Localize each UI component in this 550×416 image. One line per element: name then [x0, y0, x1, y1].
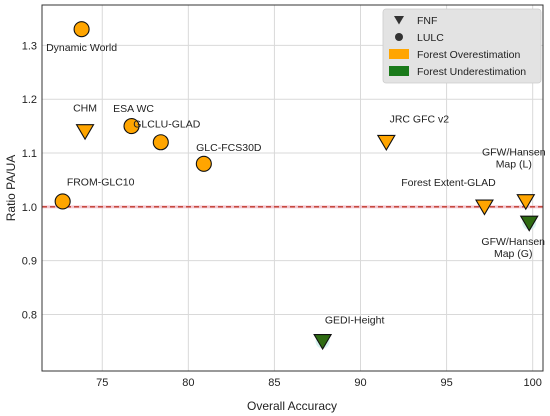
data-point-circle — [152, 134, 169, 151]
data-point-triangle — [519, 215, 539, 232]
legend-patch — [389, 49, 409, 59]
legend-marker-circle — [395, 33, 403, 41]
legend: FNF LULC Forest Overestimation Forest Under… — [382, 8, 542, 84]
y-tick-label: 0.8 — [22, 309, 37, 321]
legend-label: FNF — [417, 15, 437, 27]
x-tick-label: 80 — [182, 377, 194, 389]
legend-label: Forest Overestimation — [417, 49, 520, 61]
point-label-line: Map (G) — [494, 248, 533, 260]
data-point-circle — [73, 21, 90, 38]
point-label: GLC-FCS30D — [196, 142, 262, 154]
point-label: Dynamic World — [46, 42, 117, 54]
point-label: JRC GFC v2 — [390, 113, 450, 125]
y-tick-label: 1.3 — [22, 40, 37, 52]
point-label-line: CHM — [73, 102, 97, 114]
point-label: ESA WC — [113, 103, 154, 115]
data-point-triangle — [75, 124, 95, 141]
point-label-line: ESA WC — [113, 103, 154, 115]
point-labels: Dynamic World CHM ESA WC GLCLU-GLAD GLC-FCS3… — [46, 42, 546, 326]
legend-patch — [389, 66, 409, 76]
x-tick-label: 85 — [268, 377, 280, 389]
point-label: GFW/Hansen Map (G) — [481, 236, 545, 260]
point-label-line: GLCLU-GLAD — [133, 118, 201, 130]
plot-frame — [41, 4, 544, 372]
legend-marker-triangle — [394, 16, 404, 25]
point-label-line: GFW/Hansen — [481, 236, 545, 248]
point-label-line: Dynamic World — [46, 42, 117, 54]
point-label-line: Forest Extent-GLAD — [401, 177, 496, 189]
data-point-triangle — [313, 334, 333, 351]
data-points — [54, 21, 539, 351]
data-point-circle — [54, 193, 71, 210]
x-tick-label: 90 — [354, 377, 366, 389]
x-tick-label: 95 — [440, 377, 452, 389]
data-point-triangle — [516, 194, 536, 211]
point-label-line: FROM-GLC10 — [67, 176, 135, 188]
point-label: GFW/Hansen Map (L) — [482, 146, 546, 170]
point-label-line: JRC GFC v2 — [390, 113, 450, 125]
x-tick-label: 100 — [523, 377, 541, 389]
y-axis-label: Ratio PA/UA — [4, 155, 18, 221]
y-tick-label: 1.0 — [22, 202, 37, 214]
point-label-line: GFW/Hansen — [482, 146, 546, 158]
point-label-line: GLC-FCS30D — [196, 142, 262, 154]
y-tick-label: 1.1 — [22, 148, 37, 160]
point-label: CHM — [73, 102, 97, 114]
legend-label: Forest Underestimation — [417, 66, 526, 78]
point-label: Forest Extent-GLAD — [401, 177, 496, 189]
legend-label: LULC — [417, 32, 444, 44]
point-label-line: Map (L) — [496, 158, 532, 170]
legend-box — [382, 8, 542, 84]
data-point-circle — [123, 118, 140, 135]
point-label: GLCLU-GLAD — [133, 118, 201, 130]
point-label: FROM-GLC10 — [67, 176, 135, 188]
data-point-triangle — [475, 199, 494, 216]
x-axis-label: Overall Accuracy — [247, 399, 337, 413]
x-tick-label: 75 — [96, 377, 108, 389]
tick-labels: 75 80 85 90 95 100 0.8 0.9 1.0 1.1 1.2 1.3 — [22, 40, 542, 389]
data-point-circle — [195, 155, 212, 172]
point-label-line: GEDI-Height — [325, 314, 385, 326]
y-tick-label: 0.9 — [22, 256, 37, 268]
data-point-triangle — [376, 134, 396, 151]
point-label: GEDI-Height — [325, 314, 385, 326]
y-tick-label: 1.2 — [22, 94, 37, 106]
